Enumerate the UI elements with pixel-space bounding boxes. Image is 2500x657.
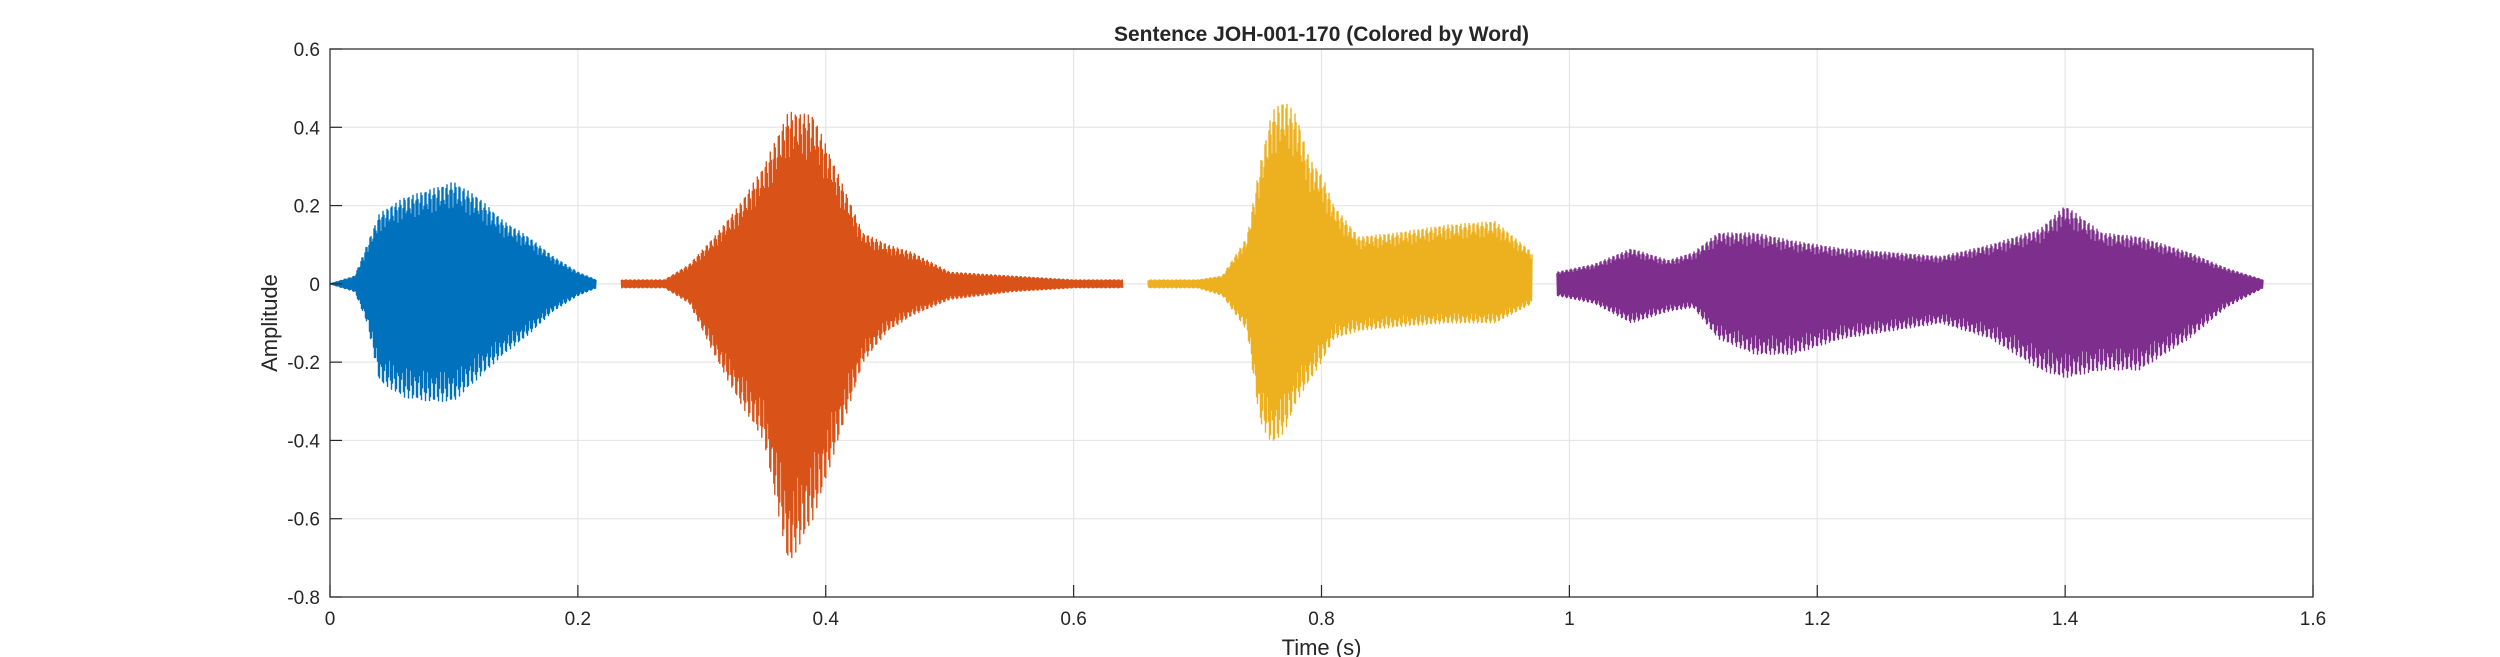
y-tick-label: -0.2 xyxy=(287,353,320,374)
y-tick-label: 0.4 xyxy=(294,118,321,139)
y-tick-label: -0.6 xyxy=(287,510,320,531)
waveform-series-2 xyxy=(620,111,1124,559)
waveform-series-3 xyxy=(1147,103,1533,441)
x-tick-label: 1.4 xyxy=(2052,609,2079,630)
chart-title: Sentence JOH-001-170 (Colored by Word) xyxy=(1114,23,1529,46)
x-axis-label: Time (s) xyxy=(1282,635,1362,657)
waveform-series-4 xyxy=(1556,207,2264,378)
x-tick-label: 0.8 xyxy=(1308,609,1334,630)
x-tick-label: 0.6 xyxy=(1060,609,1086,630)
x-tick-label: 1 xyxy=(1564,609,1575,630)
x-tick-label: 0 xyxy=(325,609,336,630)
y-tick-label: 0.6 xyxy=(294,40,320,61)
x-tick-label: 0.4 xyxy=(813,609,840,630)
y-tick-label: 0.2 xyxy=(294,197,320,218)
x-tick-label: 1.2 xyxy=(1804,609,1830,630)
y-tick-label: 0 xyxy=(309,275,320,296)
x-tick-label: 0.2 xyxy=(565,609,591,630)
y-tick-label: -0.8 xyxy=(287,588,320,609)
waveform-series-1 xyxy=(329,182,597,402)
x-tick-label: 1.6 xyxy=(2300,609,2326,630)
y-axis-label: Amplitude xyxy=(257,274,282,372)
ticks: 0 0.2 0.4 0.6 0.8 1 1.2 1.4 1.6 -0.8 -0.6 -0.4 -0.2 0… xyxy=(287,40,2326,630)
series-group xyxy=(329,103,2264,559)
y-tick-label: -0.4 xyxy=(287,431,320,452)
